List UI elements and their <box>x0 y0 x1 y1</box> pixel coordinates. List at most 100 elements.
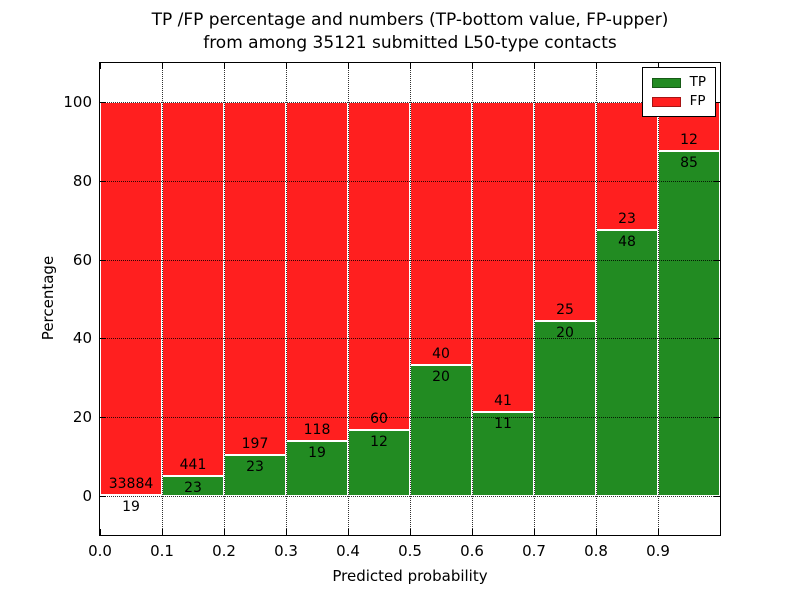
fp-count-label: 25 <box>556 301 574 318</box>
y-tick-label: 60 <box>72 250 92 269</box>
tp-count-label: 23 <box>184 480 202 497</box>
tp-bar-segment <box>286 441 348 496</box>
y-tick-mark <box>100 495 106 497</box>
fp-count-label: 441 <box>179 457 207 474</box>
tp-count-label: 19 <box>122 499 140 516</box>
fp-count-label: 33884 <box>108 476 154 493</box>
fp-bar-segment <box>162 102 224 477</box>
x-tick-mark <box>596 529 597 535</box>
tp-legend-swatch-icon <box>651 77 681 88</box>
legend-label-fp: FP <box>689 93 706 109</box>
legend: TP FP <box>641 67 716 117</box>
x-tick-mark <box>286 529 287 535</box>
x-tick-label: 0.8 <box>584 542 608 560</box>
fp-bar-segment <box>286 102 348 442</box>
x-tick-mark <box>348 63 349 69</box>
tp-count-label: 23 <box>246 458 264 475</box>
y-tick-mark <box>100 417 106 418</box>
y-gridline <box>100 338 720 340</box>
x-tick-label: 0.2 <box>212 542 236 560</box>
tp-count-label: 48 <box>618 233 636 250</box>
tp-bar-segment <box>596 229 658 496</box>
tp-bar-segment <box>658 150 720 496</box>
y-gridline <box>100 495 720 497</box>
x-tick-label: 0.7 <box>522 542 546 560</box>
y-gridline <box>100 102 720 104</box>
y-tick-mark <box>100 102 106 104</box>
x-tick-mark <box>534 529 535 535</box>
y-tick-label: 80 <box>72 172 92 190</box>
fp-bar-segment <box>410 102 472 365</box>
y-gridline <box>100 417 720 418</box>
fp-bar-segment <box>472 102 534 413</box>
fp-bar-segment <box>100 102 162 496</box>
x-tick-label: 0.1 <box>150 542 174 560</box>
tp-count-label: 20 <box>556 324 574 341</box>
x-gridline <box>410 63 411 535</box>
x-tick-label: 0.0 <box>88 542 112 560</box>
x-tick-mark <box>224 529 225 535</box>
x-tick-mark <box>348 529 349 535</box>
y-tick-label: 0 <box>82 486 92 505</box>
fp-legend-swatch-icon <box>651 96 681 107</box>
chart-title-line1: TP /FP percentage and numbers (TP-bottom… <box>151 10 669 30</box>
fp-count-label: 197 <box>241 435 269 452</box>
fp-count-label: 60 <box>370 411 388 428</box>
tp-bar-segment <box>534 320 596 496</box>
x-tick-mark <box>410 529 411 535</box>
x-tick-mark <box>472 529 473 535</box>
tp-count-label: 12 <box>370 434 388 451</box>
y-tick-mark <box>714 259 720 261</box>
fp-bar-segment <box>534 102 596 321</box>
x-tick-mark <box>472 63 473 69</box>
y-tick-mark <box>714 417 720 418</box>
x-axis-label: Predicted probability <box>332 567 488 585</box>
tp-count-label: 11 <box>494 416 512 433</box>
plot-area: TP FP 33884 19 441 23 197 23 118 19 60 12 40 20 41 11… <box>99 62 721 536</box>
chart-title: TP /FP percentage and numbers (TP-bottom… <box>90 9 730 55</box>
y-tick-mark <box>714 181 720 182</box>
x-tick-label: 0.9 <box>646 542 670 560</box>
legend-label-tp: TP <box>689 74 706 90</box>
y-tick-mark <box>100 259 106 261</box>
x-gridline <box>534 63 535 535</box>
x-tick-label: 0.5 <box>398 542 422 560</box>
x-tick-mark <box>224 63 225 69</box>
x-tick-mark <box>596 63 597 69</box>
y-tick-mark <box>714 495 720 497</box>
x-tick-mark <box>162 529 163 535</box>
x-gridline <box>348 63 349 535</box>
fp-count-label: 41 <box>494 393 512 410</box>
fp-bar-segment <box>224 102 286 455</box>
fp-count-label: 23 <box>618 210 636 227</box>
y-tick-label: 40 <box>72 329 92 348</box>
x-tick-label: 0.6 <box>460 542 484 560</box>
chart-title-line2: from among 35121 submitted L50-type cont… <box>203 33 617 53</box>
y-tick-mark <box>714 102 720 104</box>
y-tick-mark <box>714 338 720 340</box>
y-tick-mark <box>100 338 106 340</box>
x-tick-label: 0.3 <box>274 542 298 560</box>
x-tick-mark <box>100 529 101 535</box>
x-gridline <box>162 63 163 535</box>
y-gridline <box>100 181 720 182</box>
fp-count-label: 12 <box>680 131 698 148</box>
x-tick-mark <box>658 529 659 535</box>
y-tick-label: 100 <box>63 93 92 112</box>
y-gridline <box>100 259 720 261</box>
x-tick-mark <box>410 63 411 69</box>
tp-count-label: 19 <box>308 445 326 462</box>
x-tick-mark <box>162 63 163 69</box>
x-tick-mark <box>100 63 101 69</box>
legend-item-fp: FP <box>651 92 706 111</box>
tp-count-label: 85 <box>680 154 698 171</box>
fp-count-label: 40 <box>432 345 450 362</box>
x-tick-mark <box>286 63 287 69</box>
fp-bar-segment <box>348 102 410 431</box>
x-gridline <box>472 63 473 535</box>
x-gridline <box>596 63 597 535</box>
fp-count-label: 118 <box>303 422 331 439</box>
legend-item-tp: TP <box>651 73 706 92</box>
y-tick-label: 20 <box>72 408 92 426</box>
